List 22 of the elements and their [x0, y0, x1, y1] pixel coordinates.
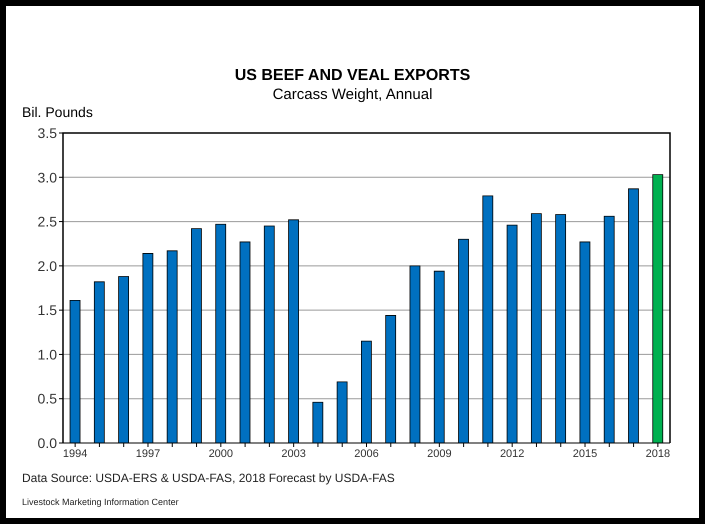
x-tick-label: 2012 [500, 448, 524, 460]
y-tick-label: 0.0 [38, 434, 58, 451]
y-axis-title: Bil. Pounds [22, 104, 93, 120]
x-tick-label: 2018 [646, 448, 670, 460]
x-tick-label: 2003 [281, 448, 306, 460]
chart-title: US BEEF AND VEAL EXPORTS [234, 67, 472, 85]
source-note: Data Source: USDA-ERS & USDA-FAS, 2018 Forecast by USDA-FAS [22, 471, 395, 485]
y-tick-label: 2.0 [38, 258, 58, 274]
x-tick-label: 2006 [354, 448, 379, 460]
y-tick-label: 3.0 [38, 169, 58, 186]
y-tick-label: 3.5 [38, 124, 58, 141]
y-tick-label: 1.0 [38, 346, 58, 362]
y-tick-label: 1.5 [38, 302, 58, 318]
x-tick-label: 2015 [572, 448, 598, 460]
y-tick-label: 0.5 [38, 390, 58, 407]
y-tick-label: 2.5 [38, 214, 58, 230]
chart-subtitle: Carcass Weight, Annual [272, 86, 434, 103]
x-tick-label: 1997 [136, 448, 160, 460]
x-tick-label: 2009 [427, 448, 452, 460]
x-tick-label: 2000 [208, 448, 234, 460]
x-tick-label: 1994 [62, 448, 88, 460]
text: Livestock Marketing Information Center [22, 497, 179, 507]
